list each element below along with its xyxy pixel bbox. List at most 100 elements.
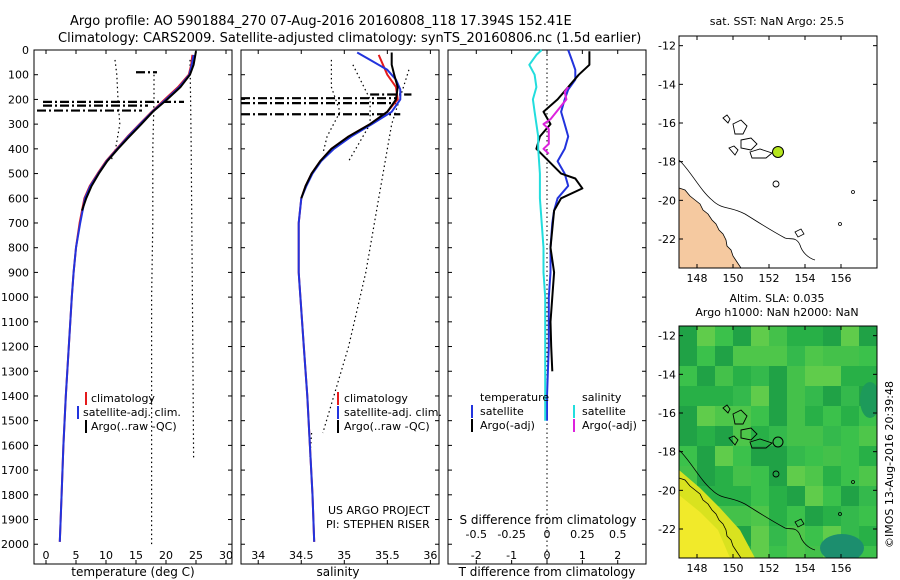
sla-cell: [679, 426, 697, 446]
sla-map-axis: 148 150 152 154 156 -12 -14 -16 -18 -20 -22: [658, 326, 877, 575]
legend-argo-label: Argo(..raw -QC): [91, 420, 177, 433]
x-tick-label: 1: [579, 549, 586, 562]
map-x-tick-label: 148: [687, 272, 708, 285]
sla-cell: [787, 426, 805, 446]
sst-map-axis: 148 150 152 154 156 -12 -14 -16 -18 -20 -22: [658, 36, 877, 285]
sla-cell: [805, 546, 823, 558]
sla-cell: [751, 346, 769, 366]
legend-climatology-label: climatology: [344, 392, 408, 405]
series-satellite-line: [58, 54, 195, 542]
s-difference-tick-label: 0: [544, 528, 551, 541]
depth-tick-label: 1500: [1, 415, 29, 428]
depth-tick-label: 1900: [1, 514, 29, 527]
temperature-plot: [37, 51, 197, 545]
depth-tick-label: 500: [8, 168, 29, 181]
depth-tick-label: 300: [8, 118, 29, 131]
sla-cell: [841, 486, 859, 506]
sla-cell: [823, 486, 841, 506]
x-tick-label: 34.5: [289, 549, 314, 562]
map-y-tick-label: -14: [658, 368, 676, 381]
map-y-tick-label: -22: [658, 523, 676, 536]
sla-cell: [679, 366, 697, 386]
x-tick-label: 36: [423, 549, 437, 562]
island-outline: [728, 435, 739, 446]
map-x-tick-label: 156: [831, 272, 852, 285]
sla-cell: [715, 426, 733, 446]
temperature-legend: climatology satellite-adj. clim. Argo(..…: [77, 392, 181, 433]
sla-cell: [859, 326, 877, 346]
sla-cell: [751, 446, 769, 466]
depth-tick-label: 600: [8, 192, 29, 205]
sla-cell: [841, 406, 859, 426]
sla-cell: [769, 486, 787, 506]
x-tick-label: 35.5: [375, 549, 400, 562]
sla-cell: [859, 486, 877, 506]
sla-cell: [733, 506, 751, 526]
depth-tick-label: 1000: [1, 291, 29, 304]
depth-tick-label: 1200: [1, 341, 29, 354]
island-outline: [851, 480, 855, 484]
series-climatology-line: [297, 54, 399, 542]
sla-cell: [679, 346, 697, 366]
sla-cell: [859, 446, 877, 466]
depth-tick-label: 1800: [1, 489, 29, 502]
map-x-tick-label: 152: [759, 272, 780, 285]
sla-cell: [787, 526, 805, 546]
sla-cell: [823, 406, 841, 426]
x-tick-label: 15: [129, 549, 143, 562]
series-satellite-line: [297, 51, 402, 542]
island-outline: [794, 228, 805, 238]
sla-cell: [805, 366, 823, 386]
map-y-tick-label: -20: [658, 194, 676, 207]
island-outline: [838, 512, 842, 516]
map-y-tick-label: -16: [658, 117, 676, 130]
sla-cell: [823, 366, 841, 386]
sla-cell: [769, 326, 787, 346]
s-difference-tick-label: -0.25: [497, 528, 525, 541]
sla-cell: [679, 406, 697, 426]
sla-cell: [769, 346, 787, 366]
sla-cell: [733, 486, 751, 506]
reef-outline: [679, 159, 816, 261]
sla-cell: [769, 546, 787, 558]
sla-cell: [787, 406, 805, 426]
sla-cell: [751, 426, 769, 446]
map-x-tick-label: 156: [831, 562, 852, 575]
pi-label: PI: STEPHEN RISER: [326, 518, 430, 531]
legend-argo-label: Argo(..raw -QC): [344, 420, 430, 433]
sla-coastline: [679, 477, 742, 558]
project-label: US ARGO PROJECT: [328, 504, 430, 517]
island-outline: [740, 137, 758, 151]
sla-cell: [841, 386, 859, 406]
x-tick-label: 0: [43, 549, 50, 562]
x-tick-label: 5: [73, 549, 80, 562]
sla-cell: [805, 426, 823, 446]
salinity-panel-frame: [240, 49, 440, 565]
sla-cell: [769, 366, 787, 386]
sla-cell: [859, 526, 877, 546]
sla-cell: [787, 446, 805, 466]
island-outline: [749, 148, 773, 159]
map-x-tick-label: 150: [723, 272, 744, 285]
map-x-tick-label: 154: [795, 272, 816, 285]
s-difference-label: S difference from climatology: [460, 513, 637, 527]
sla-cell: [823, 426, 841, 446]
sla-cell: [679, 386, 697, 406]
island-outline: [722, 404, 731, 414]
x-tick-label: 30: [219, 549, 233, 562]
s-difference-tick-label: 0.25: [570, 528, 595, 541]
climatology-bound-line: [348, 64, 371, 162]
sla-cell: [787, 386, 805, 406]
sla-cell: [679, 326, 697, 346]
sla-low-region: [820, 534, 864, 558]
salinity-x-label: salinity: [316, 565, 359, 579]
sla-cell: [841, 506, 859, 526]
x-tick-label: 20: [159, 549, 173, 562]
depth-tick-label: 2000: [1, 538, 29, 551]
sla-cell: [733, 326, 751, 346]
salinity-legend: climatology satellite-adj. clim. Argo(..…: [337, 392, 442, 433]
legend-salinity-title: salinity: [582, 391, 622, 404]
sla-cell: [715, 446, 733, 466]
depth-tick-label: 100: [8, 69, 29, 82]
sla-cell: [841, 326, 859, 346]
